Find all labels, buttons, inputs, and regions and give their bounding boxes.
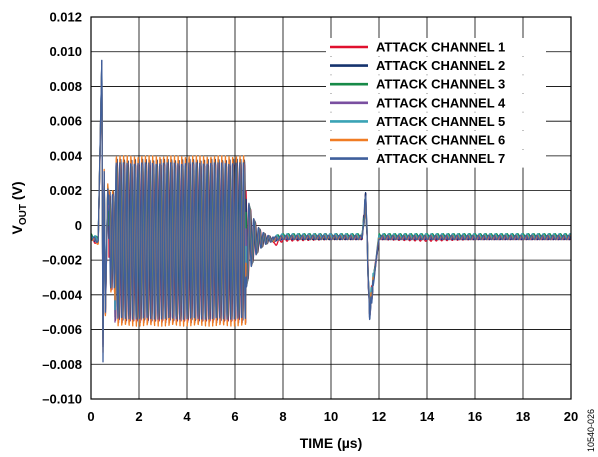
legend: ATTACK CHANNEL 1 ATTACK CHANNEL 2 ATTACK C…: [326, 38, 546, 168]
y-tick-label: 0.008: [49, 79, 82, 94]
y-tick-labels: 0.012 0.010 0.008 0.006 0.004 0.002 0 –0.002 –0.…: [42, 10, 83, 407]
x-tick-label: 4: [183, 409, 191, 424]
plot-frame: [90, 16, 572, 400]
y-axis-title: VOUT (V): [9, 181, 29, 234]
y-tick-label: 0.012: [49, 10, 82, 25]
y-tick-label: –0.002: [42, 253, 82, 268]
y-tick-label: 0: [75, 218, 82, 233]
legend-label: ATTACK CHANNEL 7: [376, 151, 505, 166]
legend-label: ATTACK CHANNEL 6: [376, 133, 505, 148]
legend-item-bg: [326, 131, 546, 149]
legend-label: ATTACK CHANNEL 5: [376, 114, 505, 129]
y-tick-label: 0.004: [49, 148, 82, 163]
x-tick-label: 6: [231, 409, 238, 424]
y-tick-label: 0.002: [49, 183, 82, 198]
legend-label: ATTACK CHANNEL 4: [376, 95, 506, 110]
y-tick-label: –0.008: [42, 357, 82, 372]
x-axis-title: TIME (µs): [300, 435, 363, 451]
x-tick-label: 10: [324, 409, 338, 424]
series-group: [91, 59, 571, 363]
y-tick-label: –0.004: [42, 287, 83, 302]
y-tick-label: –0.006: [42, 322, 82, 337]
y-axis-title-unit: (V): [9, 181, 25, 204]
x-tick-label: 16: [468, 409, 482, 424]
legend-item-bg: [326, 112, 546, 131]
y-axis-title-subscript: OUT: [18, 204, 29, 225]
legend-item-bg: [326, 75, 546, 94]
figure-code: 10540-026: [586, 409, 596, 452]
x-tick-label: 20: [564, 409, 578, 424]
legend-label: ATTACK CHANNEL 2: [376, 58, 505, 73]
legend-item-bg: [326, 56, 546, 75]
x-tick-label: 0: [87, 409, 94, 424]
x-tick-labels: 0 2 4 6 8 10 12 14 16 18 20: [87, 409, 578, 424]
y-axis-title-main: V: [9, 225, 25, 235]
x-tick-label: 14: [420, 409, 435, 424]
legend-label: ATTACK CHANNEL 1: [376, 40, 505, 55]
legend-item-bg: [326, 149, 546, 168]
x-tick-label: 2: [135, 409, 142, 424]
y-tick-label: –0.010: [42, 392, 82, 407]
x-tick-label: 12: [372, 409, 386, 424]
legend-item-bg: [326, 38, 546, 56]
legend-label: ATTACK CHANNEL 3: [376, 77, 505, 92]
series-line-channel-7: [91, 59, 571, 363]
y-tick-label: 0.010: [49, 44, 82, 59]
legend-item-bg: [326, 93, 546, 112]
y-tick-label: 0.006: [49, 114, 82, 129]
x-tick-label: 8: [279, 409, 286, 424]
x-tick-label: 18: [516, 409, 530, 424]
